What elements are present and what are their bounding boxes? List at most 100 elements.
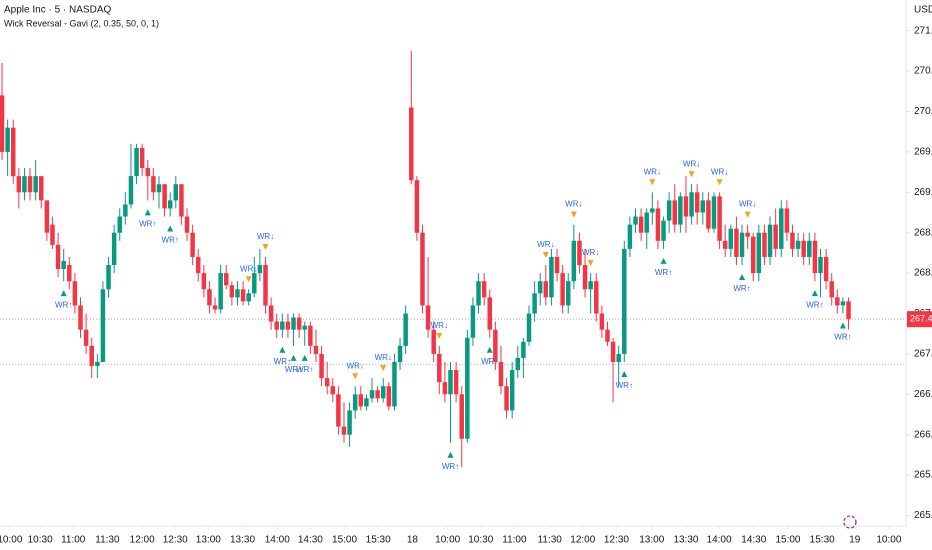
candle-body bbox=[683, 196, 689, 217]
candle-body bbox=[139, 147, 145, 169]
candle-body bbox=[722, 240, 728, 249]
signal-label: WR↑ bbox=[442, 462, 459, 471]
candle-body bbox=[39, 176, 44, 201]
candle-body bbox=[481, 281, 487, 298]
candle-body bbox=[554, 256, 560, 274]
candle-body bbox=[386, 386, 392, 407]
candle-body bbox=[375, 390, 380, 399]
candle-body bbox=[448, 370, 453, 395]
candle-body bbox=[285, 321, 291, 330]
signal-up bbox=[290, 354, 297, 361]
candle-body bbox=[509, 370, 515, 411]
candle-body bbox=[128, 176, 134, 205]
candle-body bbox=[151, 176, 156, 193]
y-tick-label: 268.00 bbox=[914, 268, 932, 279]
candle-body bbox=[319, 353, 324, 379]
candle-body bbox=[745, 232, 750, 237]
x-tick-label: 15:30 bbox=[810, 535, 835, 546]
signal-label: WR↓ bbox=[347, 361, 364, 370]
candle-body bbox=[16, 176, 22, 193]
signal-label: WR↓ bbox=[739, 200, 756, 209]
candle-body bbox=[650, 208, 655, 213]
candle-body bbox=[380, 386, 386, 399]
x-tick-label: 13:30 bbox=[673, 535, 698, 546]
candle-body bbox=[246, 293, 251, 302]
candle-body bbox=[565, 281, 571, 306]
x-tick-label: 15:00 bbox=[332, 535, 357, 546]
candle-body bbox=[678, 196, 683, 225]
x-tick-label: 11:00 bbox=[61, 535, 86, 546]
signal-label: WR↑ bbox=[139, 219, 156, 228]
candle-body bbox=[235, 289, 240, 298]
y-tick-label: 268.50 bbox=[914, 227, 932, 238]
candle-body bbox=[44, 200, 50, 233]
candle-body bbox=[358, 394, 364, 407]
signal-label: WR↓ bbox=[431, 321, 448, 330]
signal-down bbox=[245, 276, 252, 283]
candle-body bbox=[392, 361, 397, 407]
candle-body bbox=[504, 386, 509, 411]
candle-body bbox=[240, 289, 246, 302]
candle-body bbox=[431, 329, 436, 354]
signal-label: WR↓ bbox=[644, 167, 661, 176]
x-tick-label: 12:00 bbox=[130, 535, 155, 546]
candle-body bbox=[694, 192, 700, 213]
candle-body bbox=[442, 382, 448, 395]
candle-body bbox=[750, 236, 756, 274]
candle-body bbox=[655, 208, 661, 241]
candle-body bbox=[167, 200, 173, 209]
signal-label: WR↑ bbox=[616, 381, 633, 390]
candle-body bbox=[605, 329, 610, 342]
x-tick-label: 13:30 bbox=[230, 535, 255, 546]
candle-body bbox=[369, 390, 375, 399]
x-tick-label: 12:00 bbox=[570, 535, 595, 546]
y-tick-label: 270.00 bbox=[914, 106, 932, 117]
candle-body bbox=[134, 147, 139, 177]
candle-body bbox=[145, 168, 151, 177]
candle-body bbox=[89, 345, 94, 367]
candle-body bbox=[711, 196, 717, 229]
candle-body bbox=[779, 208, 784, 249]
signal-up bbox=[621, 370, 628, 377]
candle-body bbox=[493, 329, 498, 362]
signal-label: WR↑ bbox=[655, 268, 672, 277]
y-tick-label: 267.00 bbox=[914, 349, 932, 360]
x-tick-label: 15:30 bbox=[366, 535, 391, 546]
x-tick-label: 13:00 bbox=[639, 535, 664, 546]
candle-body bbox=[717, 196, 722, 241]
candle-body bbox=[728, 228, 734, 249]
candle-body bbox=[0, 95, 5, 152]
candle-body bbox=[409, 107, 414, 181]
signal-label: WR↑ bbox=[834, 333, 851, 342]
candle-body bbox=[33, 176, 38, 193]
signal-up bbox=[144, 209, 151, 216]
replay-icon[interactable] bbox=[843, 515, 857, 529]
signal-label: WR↓ bbox=[537, 240, 554, 249]
candle-body bbox=[106, 265, 111, 290]
candle-body bbox=[823, 256, 829, 282]
candle-body bbox=[616, 353, 621, 362]
candle-body bbox=[291, 317, 296, 330]
x-tick-label: 10:00 bbox=[0, 535, 23, 546]
candle-body bbox=[330, 386, 336, 395]
candle-body bbox=[352, 394, 358, 411]
candle-body bbox=[123, 204, 128, 217]
candle-body bbox=[599, 313, 605, 330]
candle-body bbox=[846, 301, 851, 320]
x-tick-label: 12:30 bbox=[163, 535, 188, 546]
candle-body bbox=[537, 281, 543, 294]
x-tick-label: 14:00 bbox=[707, 535, 732, 546]
candle-body bbox=[67, 265, 72, 282]
y-tick-label: 266.50 bbox=[914, 389, 932, 400]
candle-body bbox=[190, 232, 195, 257]
candle-body bbox=[179, 184, 184, 217]
signal-down bbox=[352, 373, 359, 380]
candle-body bbox=[27, 176, 33, 193]
candle-body bbox=[638, 216, 644, 233]
signal-label: WR↑ bbox=[162, 236, 179, 245]
candle-body bbox=[560, 273, 565, 306]
candle-body bbox=[818, 256, 823, 274]
signal-down bbox=[688, 171, 695, 178]
